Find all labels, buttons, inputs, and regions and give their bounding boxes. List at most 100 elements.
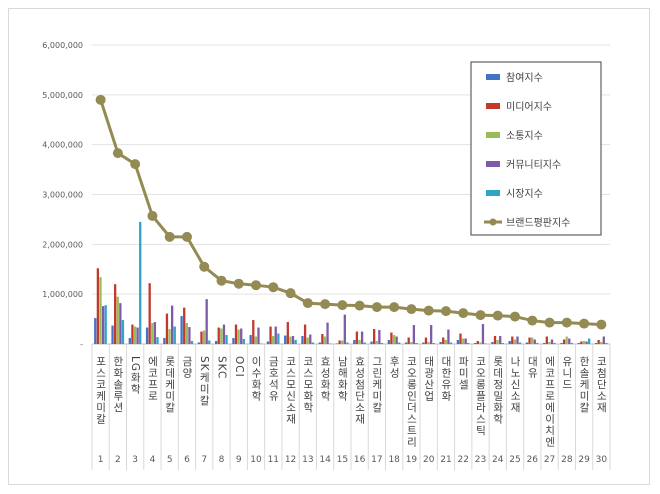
bar-4	[119, 303, 122, 344]
line-point	[544, 317, 555, 328]
bar-1	[525, 342, 529, 344]
x-category-label: LG화학	[129, 356, 141, 395]
bar-2	[234, 324, 238, 344]
x-category-label: 한솔케미칼	[578, 356, 590, 414]
bar-4	[205, 299, 208, 344]
bar-1	[491, 342, 494, 344]
bar-5	[380, 343, 384, 344]
legend-swatch-icon	[486, 103, 500, 109]
bar-3	[289, 336, 292, 344]
x-rank-label: 19	[406, 455, 418, 465]
bar-1	[577, 343, 580, 344]
bar-3	[531, 337, 534, 344]
x-category-label: 코오롱플라스틱	[475, 356, 487, 437]
x-category-label: 효성화학	[319, 356, 331, 402]
bar-2	[407, 337, 410, 344]
bar-2	[562, 339, 566, 344]
line-point	[233, 278, 244, 289]
bar-5	[553, 343, 556, 344]
legend-swatch-icon	[486, 74, 500, 80]
x-rank-label: 16	[354, 455, 366, 465]
bar-5	[190, 341, 194, 344]
bar-3	[565, 336, 568, 344]
bar-5	[139, 221, 142, 344]
bar-2	[200, 331, 203, 344]
line-point	[371, 302, 382, 313]
bar-5	[605, 343, 608, 344]
line-point	[561, 317, 572, 328]
y-tick-label: 5,000,000	[42, 91, 83, 100]
line-point	[337, 300, 348, 311]
bar-5	[415, 343, 418, 344]
line-point	[268, 282, 279, 293]
bar-5	[518, 342, 522, 344]
bar-2	[390, 332, 393, 344]
bar-4	[395, 336, 398, 344]
x-category-label: 에코프로	[146, 356, 158, 402]
bar-3	[461, 338, 465, 344]
y-tick-label: 4,000,000	[42, 141, 83, 150]
bar-4	[533, 339, 536, 344]
bar-3	[306, 337, 309, 344]
bar-2	[545, 336, 548, 344]
legend-swatch-icon	[486, 132, 500, 138]
x-category-label: 금호석유	[267, 356, 279, 402]
bar-5	[588, 338, 591, 344]
bar-5	[536, 343, 539, 344]
x-category-label: 남해화학	[336, 356, 348, 402]
line-point	[406, 304, 417, 315]
bar-3	[151, 323, 154, 344]
bar-2	[114, 284, 117, 344]
x-category-label: 파미셀	[457, 356, 469, 391]
line-point	[112, 148, 123, 159]
bar-1	[370, 341, 373, 344]
bar-1	[128, 338, 131, 344]
bar-3	[202, 330, 206, 344]
x-rank-label: 11	[268, 455, 279, 465]
bar-4	[240, 328, 243, 344]
bar-3	[272, 336, 275, 344]
bar-3	[600, 342, 603, 344]
bar-3	[133, 326, 137, 344]
line-point	[527, 315, 538, 326]
bar-4	[222, 324, 226, 344]
bar-3	[323, 336, 327, 344]
x-rank-label: 28	[561, 455, 573, 465]
bar-2	[165, 313, 169, 344]
x-category-label: 롯데케미칼	[164, 356, 176, 414]
bar-5	[432, 343, 435, 344]
bar-3	[427, 342, 430, 344]
bar-4	[499, 336, 502, 344]
x-category-label: OCI	[233, 356, 245, 378]
x-category-label: 효성첨단소재	[354, 356, 366, 425]
bar-3	[582, 341, 586, 344]
line-point	[130, 159, 141, 170]
bar-2	[424, 337, 428, 344]
x-rank-label: 27	[544, 455, 555, 465]
bar-2	[442, 337, 445, 344]
bar-3	[341, 340, 344, 344]
x-category-label: 코스모화학	[302, 356, 314, 414]
bar-4	[360, 331, 364, 344]
bar-1	[111, 325, 114, 344]
line-point	[251, 280, 262, 291]
line-point	[147, 210, 158, 221]
line-point	[440, 306, 451, 317]
y-tick-label: -	[80, 340, 83, 349]
line-point	[302, 298, 313, 309]
bar-1	[474, 343, 477, 344]
legend-label: 참여지수	[506, 72, 543, 84]
x-category-label: 코첨단소재	[595, 356, 607, 414]
x-category-label: 태광산업	[423, 356, 435, 402]
bar-2	[321, 334, 324, 344]
bar-4	[412, 325, 416, 344]
bar-2	[493, 336, 497, 344]
x-rank-label: 21	[440, 455, 451, 465]
bar-2	[269, 326, 272, 344]
bar-4	[378, 330, 381, 344]
y-tick-label: 2,000,000	[42, 240, 83, 249]
bar-5	[277, 333, 280, 344]
x-rank-label: 23	[475, 455, 486, 465]
bar-1	[387, 340, 390, 344]
x-category-label: 이수화학	[250, 356, 262, 402]
